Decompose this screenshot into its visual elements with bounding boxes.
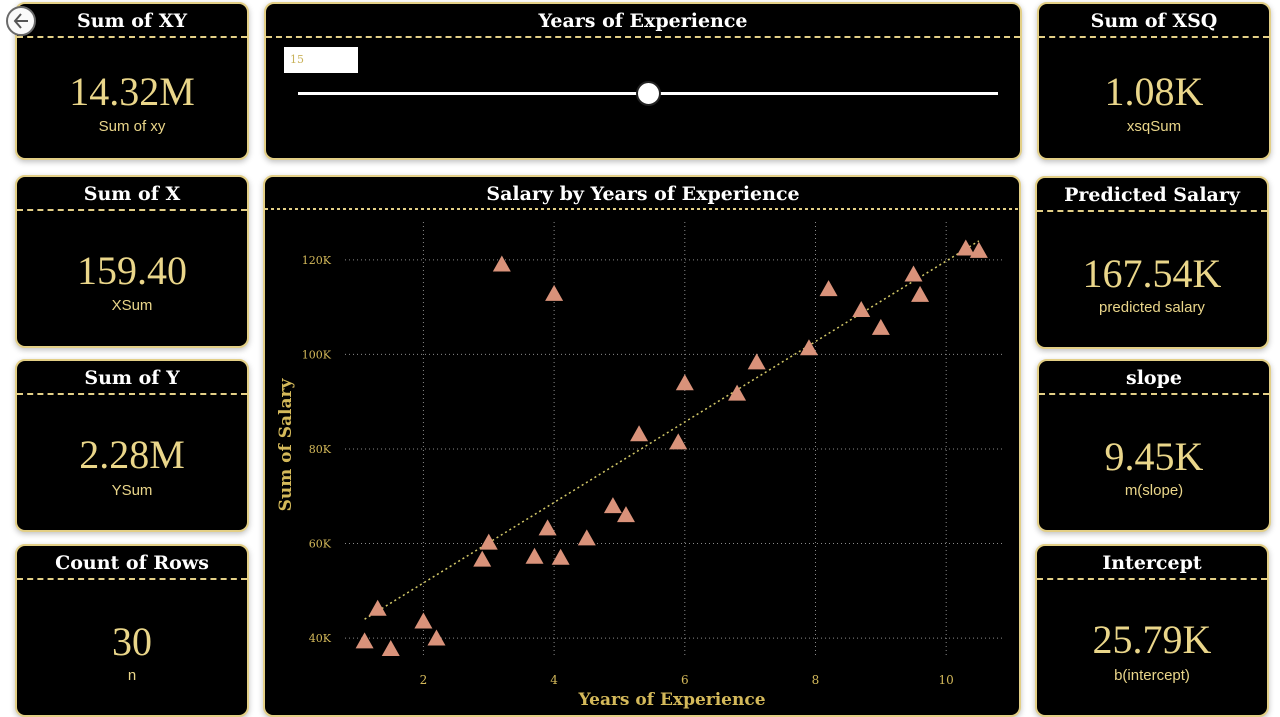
years-slicer-card: Years of Experience 15 [264,2,1022,160]
y-tick-label: 40K [309,632,332,645]
y-tick-label: 100K [302,348,332,361]
kpi-value: 9.45K [1104,434,1204,479]
card-title: Count of Rows [17,546,247,580]
data-point [545,284,564,301]
years-slider-thumb[interactable] [636,81,661,106]
kpi-label: XSum [111,297,153,314]
data-point [414,612,433,629]
x-tick-label: 10 [939,673,954,687]
data-point [852,300,871,317]
data-point [871,318,890,335]
kpi-value: 25.79K [1092,617,1212,662]
data-point [904,265,923,282]
card-count-rows: Count of Rows 30 n [15,544,249,717]
y-tick-label: 60K [309,538,332,551]
kpi-value: 167.54K [1082,251,1222,296]
data-point [525,547,544,564]
data-point [616,506,635,523]
kpi-label: YSum [111,482,153,499]
kpi-value: 159.40 [77,248,187,293]
kpi-label: n [127,667,137,684]
data-point [819,280,838,297]
x-axis-label: Years of Experience [577,690,765,710]
years-input[interactable]: 15 [284,47,358,73]
card-sum-x: Sum of X 159.40 XSum [15,175,249,348]
data-point [911,285,930,302]
card-slope: slope 9.45K m(slope) [1037,359,1271,532]
y-tick-label: 80K [309,443,332,456]
card-sum-y: Sum of Y 2.28M YSum [15,359,249,532]
kpi-label: m(slope) [1124,482,1184,499]
kpi-value: 1.08K [1104,69,1204,114]
data-point [551,548,570,565]
y-axis-label: Sum of Salary [276,378,296,512]
data-point [473,550,492,567]
card-predicted-salary: Predicted Salary 167.54K predicted salar… [1035,176,1269,349]
card-title: Intercept [1037,546,1267,580]
data-point [799,339,818,356]
card-title: Predicted Salary [1037,178,1267,212]
data-point [669,433,688,450]
card-intercept: Intercept 25.79K b(intercept) [1035,544,1269,717]
x-tick-label: 2 [420,673,428,687]
trend-line [364,240,980,620]
data-point [969,241,988,258]
card-sum-xsq: Sum of XSQ 1.08K xsqSum [1037,2,1271,160]
data-point [538,519,557,536]
scatter-chart: Salary by Years of Experience 2 4 6 8 10 40K 6… [265,183,1019,710]
data-point [747,353,766,370]
x-tick-label: 6 [681,673,689,687]
card-sum-xy: Sum of XY 14.32M Sum of xy [15,2,249,160]
card-title: Sum of Y [17,361,247,395]
slicer-title: Years of Experience [266,4,1020,38]
x-tick-label: 8 [812,673,820,687]
kpi-value: 30 [112,619,152,664]
data-point [355,632,374,649]
data-point [479,533,498,550]
data-point [427,629,446,646]
data-point [577,529,596,546]
data-point [728,384,747,401]
card-title: slope [1039,361,1269,395]
x-tick-label: 4 [550,673,558,687]
data-point [675,374,694,391]
scatter-chart-card: Salary by Years of Experience 2 4 6 8 10 40K 6… [263,175,1021,717]
chart-title: Salary by Years of Experience [486,183,799,205]
data-point [630,425,649,442]
card-title: Sum of X [17,177,247,211]
data-point [381,639,400,656]
kpi-value: 14.32M [69,69,195,114]
data-point [492,255,511,272]
data-point [368,599,387,616]
kpi-label: predicted salary [1099,299,1205,316]
card-title: Sum of XSQ [1039,4,1269,38]
data-point [603,497,622,514]
kpi-label: b(intercept) [1114,667,1190,684]
kpi-label: xsqSum [1126,118,1182,135]
back-arrow-icon [13,13,28,29]
kpi-label: Sum of xy [98,118,166,135]
back-button[interactable] [6,6,36,36]
y-tick-label: 120K [302,254,332,267]
card-title: Sum of XY [17,4,247,38]
data-point [956,239,975,256]
kpi-value: 2.28M [79,432,185,477]
